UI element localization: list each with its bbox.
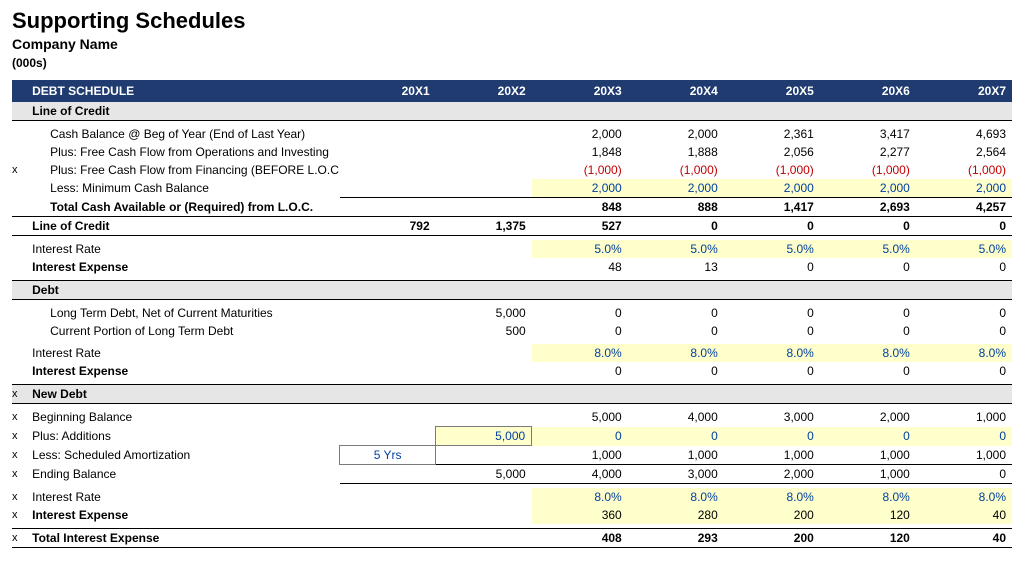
row-nd-amort: x Less: Scheduled Amortization 5 Yrs 1,0… [12, 446, 1012, 465]
section-title: Debt [26, 281, 339, 300]
row-loc-rate: Interest Rate 5.0% 5.0% 5.0% 5.0% 5.0% [12, 240, 1012, 258]
row-ltd: Long Term Debt, Net of Current Maturitie… [12, 304, 1012, 322]
row-loc-balance: Line of Credit 792 1,375 527 0 0 0 0 [12, 217, 1012, 236]
amort-term: 5 Yrs [340, 446, 436, 465]
page-title: Supporting Schedules [12, 8, 1012, 34]
row-debt-int-exp: Interest Expense 0 0 0 0 0 [12, 362, 1012, 380]
row-beg-cash: Cash Balance @ Beg of Year (End of Last … [12, 125, 1012, 143]
row-nd-rate: x Interest Rate 8.0% 8.0% 8.0% 8.0% 8.0% [12, 488, 1012, 506]
row-total-int-exp: x Total Interest Expense 408 293 200 120… [12, 529, 1012, 548]
section-loc: Line of Credit [12, 102, 1012, 121]
col-year: 20X7 [916, 80, 1012, 102]
debt-schedule-table: DEBT SCHEDULE 20X1 20X2 20X3 20X4 20X5 2… [12, 80, 1012, 548]
row-cpltd: Current Portion of Long Term Debt 500 0 … [12, 322, 1012, 340]
table-header-label: DEBT SCHEDULE [26, 80, 339, 102]
section-title: Line of Credit [26, 102, 339, 121]
col-year: 20X5 [724, 80, 820, 102]
col-year: 20X2 [436, 80, 532, 102]
section-debt: Debt [12, 281, 1012, 300]
col-year: 20X6 [820, 80, 916, 102]
row-nd-end-bal: x Ending Balance 5,000 4,000 3,000 2,000… [12, 465, 1012, 484]
section-title: New Debt [26, 385, 339, 404]
table-header-row: DEBT SCHEDULE 20X1 20X2 20X3 20X4 20X5 2… [12, 80, 1012, 102]
row-fcf-oi: Plus: Free Cash Flow from Operations and… [12, 143, 1012, 161]
section-new-debt: x New Debt [12, 385, 1012, 404]
row-min-cash: Less: Minimum Cash Balance 2,000 2,000 2… [12, 179, 1012, 198]
col-year: 20X3 [532, 80, 628, 102]
row-loc-int-exp: Interest Expense 48 13 0 0 0 [12, 258, 1012, 276]
units-label: (000s) [12, 56, 1012, 70]
col-year: 20X1 [340, 80, 436, 102]
row-nd-int-exp: x Interest Expense 360 280 200 120 40 [12, 506, 1012, 524]
row-total-cash-avail: Total Cash Available or (Required) from … [12, 198, 1012, 217]
row-nd-additions: x Plus: Additions 5,000 0 0 0 0 0 [12, 427, 1012, 446]
row-fcf-fin: x Plus: Free Cash Flow from Financing (B… [12, 161, 1012, 179]
col-year: 20X4 [628, 80, 724, 102]
row-nd-beg-bal: x Beginning Balance 5,000 4,000 3,000 2,… [12, 408, 1012, 427]
row-debt-rate: Interest Rate 8.0% 8.0% 8.0% 8.0% 8.0% [12, 344, 1012, 362]
company-name: Company Name [12, 36, 1012, 52]
